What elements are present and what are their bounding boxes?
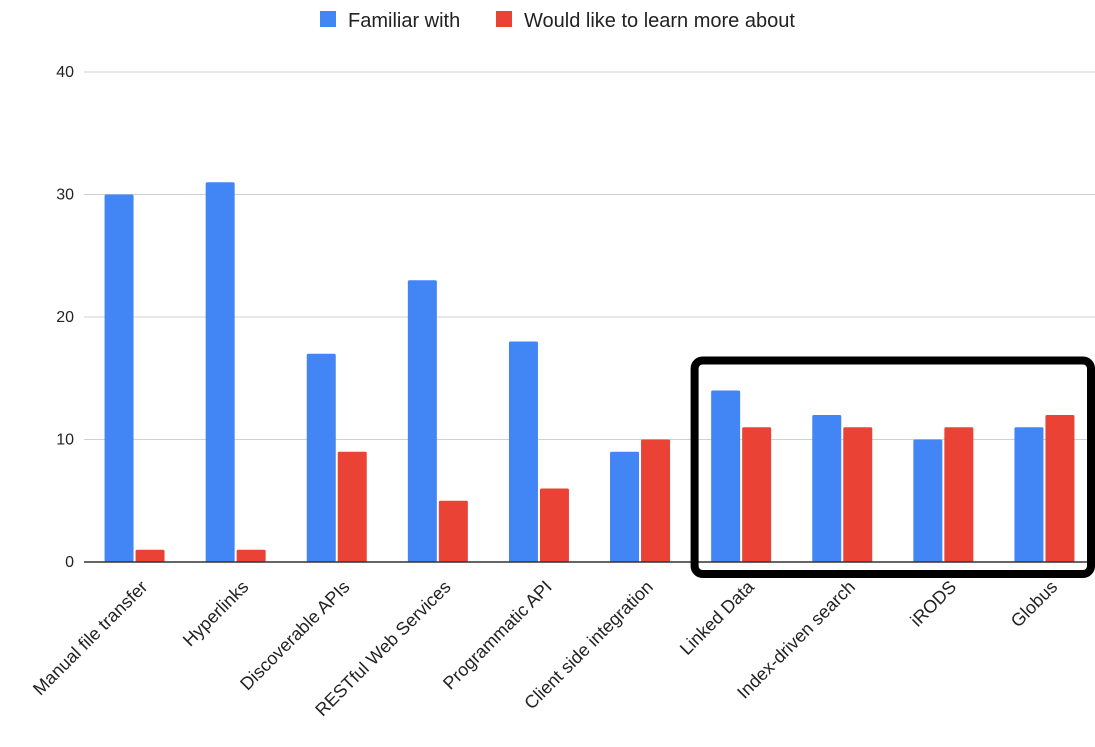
gridlines [84, 71, 1095, 440]
bar-learn-more [843, 427, 873, 562]
bar-familiar [812, 415, 842, 562]
legend-label-familiar: Familiar with [348, 10, 460, 32]
bar-familiar [711, 390, 741, 562]
y-tick-label: 10 [56, 432, 74, 449]
x-tick-label: Manual file transfer [29, 577, 151, 699]
x-tick-label: Linked Data [676, 576, 759, 659]
x-tick-label: Hyperlinks [179, 577, 253, 651]
bar-familiar [407, 280, 437, 562]
bar-learn-more [236, 549, 266, 562]
x-tick-label: iRODS [906, 577, 960, 631]
legend-label-learn-more: Would like to learn more about [524, 10, 795, 32]
bar-learn-more [742, 427, 772, 562]
y-axis-ticks: 0 10 20 30 40 [56, 64, 74, 571]
legend-swatch-learn-more [496, 11, 512, 27]
bar-familiar [610, 451, 640, 562]
bar-familiar [508, 341, 538, 562]
bar-familiar [306, 353, 336, 562]
y-tick-label: 40 [56, 64, 74, 81]
y-tick-label: 20 [56, 309, 74, 326]
x-tick-label: Discoverable APIs [236, 577, 353, 694]
bar-learn-more [337, 451, 367, 562]
bars [104, 182, 1075, 562]
bar-learn-more [438, 500, 468, 562]
bar-familiar [104, 194, 134, 562]
y-tick-label: 0 [65, 554, 74, 571]
y-tick-label: 30 [56, 187, 74, 204]
bar-familiar [913, 439, 943, 562]
bar-learn-more [944, 427, 974, 562]
bar-learn-more [539, 488, 569, 562]
bar-learn-more [641, 439, 671, 562]
legend: Familiar with Would like to learn more a… [320, 10, 795, 32]
x-tick-label: Programmatic API [439, 577, 556, 694]
bar-learn-more [135, 549, 165, 562]
bar-familiar [1014, 427, 1044, 562]
legend-swatch-familiar [320, 11, 336, 27]
x-tick-label: Globus [1007, 577, 1061, 631]
x-axis-labels: Manual file transfer HyperlinksDiscoverab… [29, 576, 1061, 720]
bar-familiar [205, 182, 235, 562]
highlight-box [690, 356, 1095, 578]
bar-learn-more [1045, 415, 1075, 562]
